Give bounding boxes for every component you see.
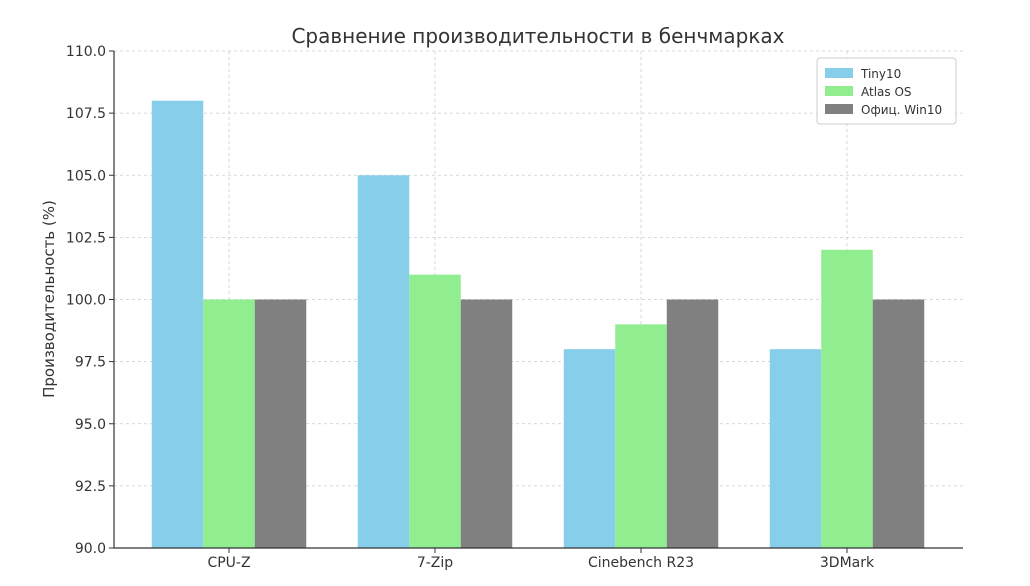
- bar-atlas-os-cpu-z: [203, 299, 255, 548]
- bar-офиц-win10-7-zip: [460, 299, 513, 548]
- x-tick-label: 3DMark: [820, 555, 875, 571]
- bar-atlas-os-cinebench-r23: [615, 324, 667, 548]
- legend-swatch: [825, 104, 853, 114]
- bar-офиц-win10-cpu-z: [254, 299, 307, 548]
- legend-label: Офиц. Win10: [861, 103, 942, 117]
- y-tick-label: 105.0: [66, 168, 106, 184]
- bar-atlas-os-7-zip: [409, 274, 461, 548]
- bar-tiny10-cinebench-r23: [563, 349, 616, 548]
- x-tick-labels: CPU-Z 7-Zip Cinebench R23 3DMark: [207, 555, 875, 571]
- y-tick-label: 97.5: [75, 355, 106, 371]
- y-tick-label: 100.0: [66, 293, 106, 309]
- legend: Tiny10 Atlas OS Офиц. Win10: [816, 57, 957, 125]
- y-tick-label: 95.0: [75, 417, 106, 433]
- bars: [151, 100, 925, 549]
- chart-title: Сравнение производительности в бенчмарка…: [291, 24, 784, 48]
- y-tick-label: 102.5: [66, 230, 106, 246]
- y-tick-labels: 90.0 92.5 95.0 97.5 100.0 102.5 105.0 107.5 110.…: [66, 44, 106, 557]
- legend-label: Atlas OS: [861, 85, 912, 99]
- y-tick-label: 110.0: [66, 44, 106, 60]
- legend-label: Tiny10: [860, 67, 901, 81]
- x-tick-label: CPU-Z: [207, 555, 250, 571]
- axes: [109, 50, 963, 553]
- y-tick-label: 90.0: [75, 541, 106, 557]
- bar-офиц-win10-3dmark: [872, 299, 925, 548]
- bar-atlas-os-3dmark: [821, 249, 873, 549]
- bar-tiny10-3dmark: [769, 349, 822, 548]
- legend-swatch: [825, 86, 853, 96]
- legend-swatch: [825, 68, 853, 78]
- y-axis-label: Производительность (%): [40, 200, 58, 398]
- y-tick-label: 107.5: [66, 106, 106, 122]
- bar-tiny10-7-zip: [357, 175, 410, 548]
- x-tick-label: Cinebench R23: [588, 555, 694, 571]
- y-tick-label: 92.5: [75, 479, 106, 495]
- x-tick-label: 7-Zip: [417, 555, 453, 571]
- bar-tiny10-cpu-z: [151, 100, 204, 548]
- bar-офиц-win10-cinebench-r23: [666, 299, 719, 548]
